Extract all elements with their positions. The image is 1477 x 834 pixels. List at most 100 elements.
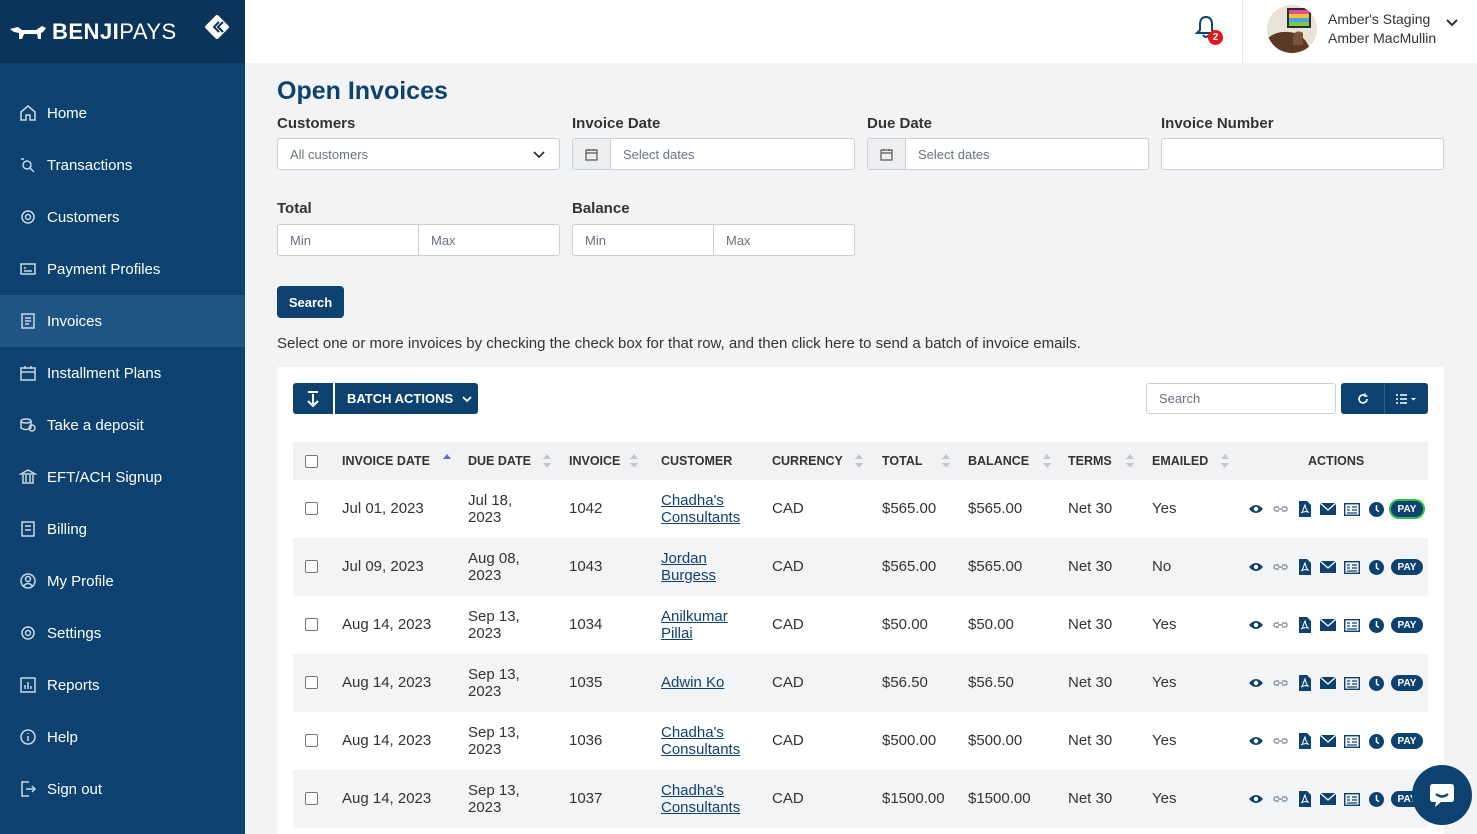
balance-min-input[interactable]: Min <box>572 224 714 256</box>
sidebar-item-installment-plans[interactable]: Installment Plans <box>0 347 245 399</box>
pay-button[interactable]: PAY <box>1391 617 1423 633</box>
col-customer[interactable]: CUSTOMER <box>661 454 733 468</box>
view-icon[interactable] <box>1244 616 1268 634</box>
row-checkbox[interactable] <box>305 734 318 747</box>
table-search-input[interactable]: Search <box>1146 383 1336 414</box>
sort-icon[interactable] <box>543 453 551 469</box>
row-checkbox[interactable] <box>305 618 318 631</box>
email-icon[interactable] <box>1316 616 1340 634</box>
batch-email-hint[interactable]: Select one or more invoices by checking … <box>277 335 1081 352</box>
customer-link[interactable]: Chadha's Consultants <box>661 492 740 526</box>
sort-asc-icon[interactable] <box>443 453 451 469</box>
sidebar-item-invoices[interactable]: Invoices <box>0 295 245 347</box>
link-icon[interactable] <box>1268 674 1292 692</box>
customer-link[interactable]: Jordan Burgess <box>661 550 716 584</box>
pdf-icon[interactable] <box>1292 674 1316 692</box>
customer-link[interactable]: Chadha's Consultants <box>661 724 740 758</box>
col-currency[interactable]: CURRENCY <box>772 454 843 468</box>
select-all-checkbox[interactable] <box>305 455 318 468</box>
col-invoice[interactable]: INVOICE <box>569 454 621 468</box>
clock-icon[interactable] <box>1364 500 1388 518</box>
pay-button[interactable]: PAY <box>1391 559 1423 575</box>
sidebar-item-transactions[interactable]: Transactions <box>0 139 245 191</box>
row-checkbox[interactable] <box>305 676 318 689</box>
email-icon[interactable] <box>1316 732 1340 750</box>
sidebar-item-my-profile[interactable]: My Profile <box>0 555 245 607</box>
sort-icon[interactable] <box>1221 453 1229 469</box>
search-button[interactable]: Search <box>277 286 344 318</box>
pay-button[interactable]: PAY <box>1391 733 1423 749</box>
view-icon[interactable] <box>1244 500 1268 518</box>
pay-button[interactable]: PAY <box>1391 501 1423 517</box>
sidebar-item-take-a-deposit[interactable]: Take a deposit <box>0 399 245 451</box>
sort-icon[interactable] <box>942 453 950 469</box>
sidebar-item-billing[interactable]: Billing <box>0 503 245 555</box>
row-checkbox[interactable] <box>305 560 318 573</box>
invoice-number-input[interactable] <box>1161 138 1444 170</box>
sort-icon[interactable] <box>855 453 863 469</box>
clock-icon[interactable] <box>1364 674 1388 692</box>
receipt-icon[interactable] <box>1340 558 1364 576</box>
customer-link[interactable]: Anilkumar Pillai <box>661 608 728 642</box>
sidebar-item-eft-ach-signup[interactable]: EFT/ACH Signup <box>0 451 245 503</box>
clock-icon[interactable] <box>1364 616 1388 634</box>
customers-select[interactable]: All customers <box>277 138 560 170</box>
sidebar-item-customers[interactable]: Customers <box>0 191 245 243</box>
row-checkbox[interactable] <box>305 792 318 805</box>
col-total[interactable]: TOTAL <box>882 454 923 468</box>
batch-actions-button[interactable]: BATCH ACTIONS <box>335 383 478 414</box>
collapse-sidebar-icon[interactable] <box>204 14 230 40</box>
columns-button[interactable] <box>1384 383 1428 414</box>
clock-icon[interactable] <box>1364 732 1388 750</box>
email-icon[interactable] <box>1316 558 1340 576</box>
customer-link[interactable]: Adwin Ko <box>661 674 725 691</box>
avatar[interactable] <box>1267 5 1317 53</box>
view-icon[interactable] <box>1244 674 1268 692</box>
col-invoice-date[interactable]: INVOICE DATE <box>342 454 430 468</box>
clock-icon[interactable] <box>1364 558 1388 576</box>
pdf-icon[interactable] <box>1292 790 1316 808</box>
link-icon[interactable] <box>1268 616 1292 634</box>
receipt-icon[interactable] <box>1340 790 1364 808</box>
total-max-input[interactable]: Max <box>419 224 560 256</box>
sort-icon[interactable] <box>630 453 638 469</box>
link-icon[interactable] <box>1268 790 1292 808</box>
pdf-icon[interactable] <box>1292 616 1316 634</box>
sort-download-button[interactable] <box>293 383 333 414</box>
link-icon[interactable] <box>1268 558 1292 576</box>
sidebar-item-sign-out[interactable]: Sign out <box>0 763 245 815</box>
invoice-date-picker[interactable]: Select dates <box>572 138 855 170</box>
sidebar-item-payment-profiles[interactable]: Payment Profiles <box>0 243 245 295</box>
pdf-icon[interactable] <box>1292 558 1316 576</box>
customer-link[interactable]: Chadha's Consultants <box>661 782 740 816</box>
view-icon[interactable] <box>1244 558 1268 576</box>
col-balance[interactable]: BALANCE <box>968 454 1030 468</box>
col-due-date[interactable]: DUE DATE <box>468 454 531 468</box>
benjipays-logo[interactable]: BENJI PAYS <box>8 19 177 45</box>
link-icon[interactable] <box>1268 732 1292 750</box>
receipt-icon[interactable] <box>1340 732 1364 750</box>
total-min-input[interactable]: Min <box>277 224 419 256</box>
refresh-button[interactable] <box>1341 383 1384 414</box>
link-icon[interactable] <box>1268 500 1292 518</box>
pdf-icon[interactable] <box>1292 500 1316 518</box>
sidebar-item-help[interactable]: Help <box>0 711 245 763</box>
receipt-icon[interactable] <box>1340 674 1364 692</box>
clock-icon[interactable] <box>1364 790 1388 808</box>
col-emailed[interactable]: EMAILED <box>1152 454 1209 468</box>
view-icon[interactable] <box>1244 790 1268 808</box>
receipt-icon[interactable] <box>1340 500 1364 518</box>
account-menu[interactable]: Amber's Staging Amber MacMullin <box>1328 10 1436 48</box>
pdf-icon[interactable] <box>1292 732 1316 750</box>
due-date-picker[interactable]: Select dates <box>867 138 1149 170</box>
sort-icon[interactable] <box>1126 453 1134 469</box>
sidebar-item-reports[interactable]: Reports <box>0 659 245 711</box>
sidebar-item-home[interactable]: Home <box>0 87 245 139</box>
receipt-icon[interactable] <box>1340 616 1364 634</box>
col-terms[interactable]: TERMS <box>1068 454 1112 468</box>
notifications-button[interactable]: 2 <box>1194 14 1223 46</box>
view-icon[interactable] <box>1244 732 1268 750</box>
chevron-down-icon[interactable] <box>1445 16 1459 30</box>
sort-icon[interactable] <box>1043 453 1051 469</box>
email-icon[interactable] <box>1316 500 1340 518</box>
